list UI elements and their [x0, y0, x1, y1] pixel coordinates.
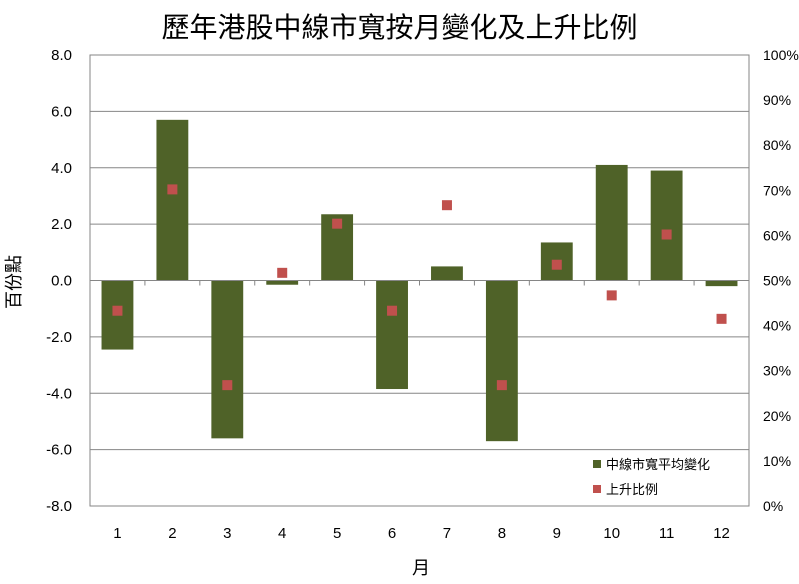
marker-point	[277, 267, 288, 278]
x-tick-label: 7	[443, 525, 451, 542]
y-tick-label: -4.0	[46, 385, 72, 402]
marker-point	[716, 313, 727, 324]
marker-point	[112, 305, 123, 316]
right-axis-ticks: 100% 90% 80% 70% 60% 50% 40% 30% 20% 10% 0%	[763, 47, 799, 514]
y2-tick-label: 30%	[763, 363, 791, 379]
x-tick-label: 1	[113, 525, 121, 542]
y-tick-label: -8.0	[46, 498, 72, 515]
x-tick-label: 8	[498, 525, 506, 542]
bar	[595, 164, 628, 281]
y-tick-label: 6.0	[51, 103, 72, 120]
y2-tick-label: 90%	[763, 92, 791, 108]
marker-point	[496, 380, 507, 391]
marker-point	[606, 290, 617, 301]
y2-tick-label: 60%	[763, 227, 791, 243]
y2-tick-label: 80%	[763, 137, 791, 153]
bar	[485, 280, 518, 442]
bar	[431, 266, 463, 281]
marker-point	[661, 229, 672, 240]
bar	[705, 280, 738, 287]
y-tick-label: -2.0	[46, 329, 72, 346]
bar-series	[101, 119, 738, 442]
x-tick-label: 10	[603, 525, 620, 542]
x-tick-label: 11	[659, 525, 675, 542]
y-tick-label: 0.0	[51, 273, 72, 290]
x-tick-label: 9	[553, 525, 561, 542]
x-tick-label: 3	[223, 525, 231, 542]
marker-point	[332, 218, 343, 229]
y-tick-label: 8.0	[51, 47, 72, 64]
y2-tick-label: 50%	[763, 273, 791, 289]
y2-tick-label: 10%	[763, 453, 791, 469]
bar	[211, 280, 244, 439]
x-axis-title: 月	[412, 558, 430, 579]
x-tick-label: 5	[333, 525, 341, 542]
y-tick-label: 2.0	[51, 216, 72, 233]
marker-point	[222, 380, 233, 391]
bar	[156, 119, 189, 281]
y-tick-label: -6.0	[46, 442, 72, 459]
bar	[650, 170, 683, 281]
y2-tick-label: 40%	[763, 318, 791, 334]
marker-point	[551, 259, 562, 270]
x-tick-label: 2	[168, 525, 176, 542]
y-axis-title: 百份點	[4, 255, 25, 309]
x-tick-label: 12	[713, 525, 730, 542]
legend-bar-swatch	[593, 460, 601, 468]
bar	[376, 280, 408, 390]
legend-marker-label: 上升比例	[606, 483, 658, 498]
y2-tick-label: 20%	[763, 408, 791, 424]
x-tick-label: 4	[278, 525, 286, 542]
x-axis-ticks: 1 2 3 4 5 6 7 8 9 10 11 12	[89, 280, 730, 542]
left-axis-ticks: 8.0 6.0 4.0 2.0 0.0 -2.0 -4.0 -6.0 -8.0	[46, 47, 72, 515]
legend: 中線市寬平均變化 上升比例	[593, 457, 710, 498]
y2-tick-label: 100%	[763, 47, 799, 63]
y-tick-label: 4.0	[51, 160, 72, 177]
marker-point	[441, 200, 452, 211]
x-tick-label: 6	[388, 525, 396, 542]
marker-point	[167, 184, 178, 195]
marker-point	[387, 305, 398, 316]
y2-tick-label: 70%	[763, 182, 791, 198]
bar	[266, 280, 299, 285]
marker-series	[112, 184, 727, 391]
legend-marker-swatch	[593, 485, 601, 493]
legend-bar-label: 中線市寬平均變化	[606, 457, 710, 473]
y2-tick-label: 0%	[763, 498, 783, 514]
chart-title: 歷年港股中線市寬按月變化及上升比例	[161, 11, 638, 44]
